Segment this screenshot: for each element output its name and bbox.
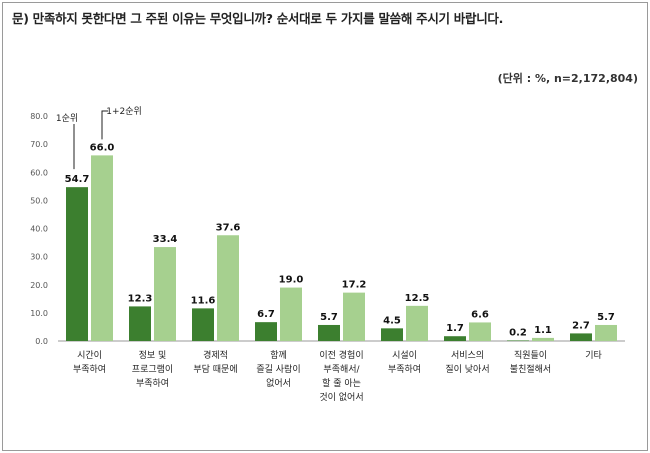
bar-s1-c4 [255, 322, 277, 341]
bar-s1-c9 [570, 333, 592, 341]
bar-s1-c6 [381, 328, 403, 341]
bar-s2-c6 [406, 305, 428, 341]
y-tick-label-2: 20.0 [30, 281, 48, 290]
bar-s2-c5 [343, 292, 365, 341]
category-label-5-line-1: 이전 경험이 [319, 349, 363, 361]
category-label-8-line-2: 불친절해서 [510, 363, 551, 375]
category-label-3-line-1: 경제적 [203, 349, 228, 361]
category-label-4-line-3: 없어서 [266, 378, 291, 389]
value-label-s2-c9: 5.7 [597, 312, 615, 323]
category-label-2-line-1: 정보 및 [139, 349, 167, 361]
category-label-5-line-4: 것이 없어서 [319, 392, 363, 403]
category-label-6-line-2: 부족하여 [388, 363, 421, 375]
category-label-4-line-1: 함께 [270, 350, 287, 361]
bar-s1-c1 [66, 187, 88, 341]
legend-label-series-1: 1순위 [56, 113, 78, 124]
value-label-s1-c6: 4.5 [383, 315, 401, 326]
bar-s2-c9 [595, 324, 617, 341]
category-label-8-line-1: 직원들이 [514, 350, 547, 361]
y-tick-label-6: 60.0 [30, 168, 48, 177]
bar-s2-c4 [280, 287, 302, 341]
value-label-s2-c4: 19.0 [279, 275, 304, 286]
bar-s1-c2 [129, 306, 151, 341]
category-label-1-line-1: 시간이 [77, 350, 102, 361]
legend-leader-series-2 [101, 110, 108, 140]
y-tick-label-8: 80.0 [30, 112, 48, 121]
y-tick-label-1: 10.0 [30, 309, 48, 318]
bar-s2-c8 [532, 337, 554, 341]
bar-s1-c8 [507, 340, 529, 342]
value-label-s1-c1: 54.7 [65, 174, 90, 185]
unit-note: (단위 : %, n=2,172,804) [497, 72, 638, 85]
category-label-9-line-1: 기타 [585, 350, 602, 361]
category-label-2-line-3: 부족하여 [136, 377, 169, 389]
y-tick-label-7: 70.0 [30, 140, 48, 149]
category-label-7-line-1: 서비스의 [451, 350, 484, 361]
value-label-s1-c7: 1.7 [446, 323, 464, 334]
bar-s1-c7 [444, 336, 466, 341]
category-label-5-line-2: 부족해서/ [323, 364, 360, 375]
value-label-s2-c1: 66.0 [90, 142, 115, 153]
bar-s1-c5 [318, 324, 340, 341]
value-label-s1-c9: 2.7 [572, 320, 590, 331]
bar-s1-c3 [192, 308, 214, 341]
legend-label-series-2: 1+2순위 [106, 106, 142, 117]
bar-s2-c2 [154, 247, 176, 341]
value-label-s1-c8: 0.2 [509, 327, 527, 338]
category-label-5-line-3: 할 줄 아는 [322, 378, 361, 389]
value-label-s1-c2: 12.3 [128, 293, 153, 304]
value-label-s2-c5: 17.2 [342, 280, 367, 291]
bar-s2-c3 [217, 235, 239, 341]
y-tick-label-5: 50.0 [30, 196, 48, 205]
category-label-4-line-2: 즐길 사람이 [256, 363, 300, 375]
category-label-3-line-2: 부담 때문에 [193, 363, 237, 375]
value-label-s2-c2: 33.4 [153, 234, 178, 245]
question-title: 문) 만족하지 못한다면 그 주된 이유는 무엇입니까? 순서대로 두 가지를 … [12, 11, 504, 26]
value-label-s1-c4: 6.7 [257, 309, 275, 320]
y-tick-label-4: 40.0 [30, 225, 48, 234]
bar-s2-c7 [469, 322, 491, 341]
category-label-2-line-2: 프로그램이 [132, 363, 173, 375]
value-label-s2-c3: 37.6 [216, 222, 241, 233]
category-label-6-line-1: 시설이 [392, 350, 417, 361]
category-label-7-line-2: 질이 낮아서 [445, 363, 489, 375]
value-label-s2-c6: 12.5 [405, 293, 430, 304]
value-label-s2-c7: 6.6 [471, 309, 489, 320]
value-label-s1-c3: 11.6 [191, 295, 216, 306]
bar-s2-c1 [91, 155, 113, 341]
value-label-s2-c8: 1.1 [534, 325, 552, 336]
value-label-s1-c5: 5.7 [320, 312, 338, 323]
category-label-1-line-2: 부족하여 [73, 363, 106, 375]
y-tick-label-0: 0.0 [35, 337, 48, 346]
y-tick-label-3: 30.0 [30, 253, 48, 262]
